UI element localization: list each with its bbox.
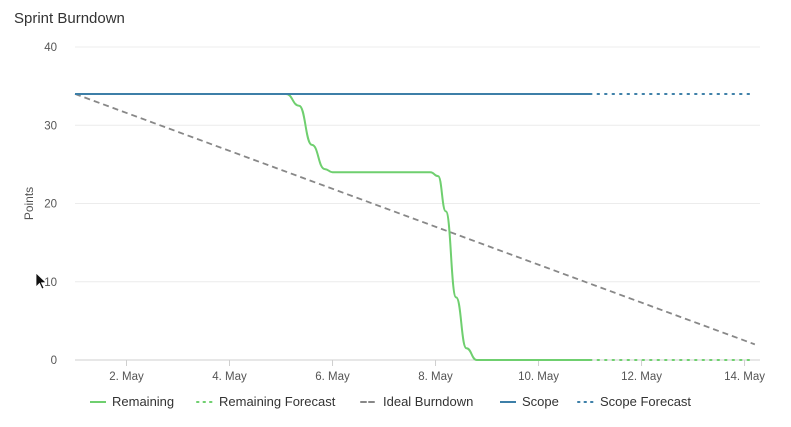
axis-layer: 0 10 20 30 40 2. May 4. May 6. May 8. May 10. May… [44,42,765,383]
y-tick-label: 10 [44,277,57,289]
series-layer [74,92,756,361]
legend-item-ideal-burndown[interactable]: Ideal Burndown [360,394,473,409]
y-tick-label: 30 [44,120,57,132]
legend-item-scope[interactable]: Scope [500,394,559,409]
legend-label: Scope [522,394,559,409]
legend-label: Remaining Forecast [219,394,336,409]
series-line-ideal-burndown[interactable] [74,93,756,346]
x-tick-label: 10. May [518,371,559,383]
legend[interactable]: Remaining Remaining Forecast Ideal Burndow… [90,394,691,409]
x-tick-label: 4. May [212,371,247,383]
mouse-cursor-icon [35,272,47,290]
x-tick-label: 8. May [418,371,453,383]
legend-label: Remaining [112,394,174,409]
legend-label: Scope Forecast [600,394,691,409]
y-axis-title: Points [22,187,36,220]
y-tick-label: 40 [44,42,57,54]
chart-title: Sprint Burndown [14,10,125,27]
y-tick-label: 20 [44,199,57,211]
x-tick-label: 6. May [315,371,350,383]
x-tick-label: 12. May [621,371,662,383]
legend-label: Ideal Burndown [383,394,473,409]
legend-item-remaining[interactable]: Remaining [90,394,174,409]
legend-item-scope-forecast[interactable]: Scope Forecast [577,394,691,409]
x-tick-label: 14. May [724,371,765,383]
x-tick-label: 2. May [109,371,144,383]
grid-layer [75,46,760,283]
series-line-remaining[interactable] [75,92,591,361]
legend-item-remaining-forecast[interactable]: Remaining Forecast [196,394,336,409]
y-tick-label: 0 [51,355,57,367]
